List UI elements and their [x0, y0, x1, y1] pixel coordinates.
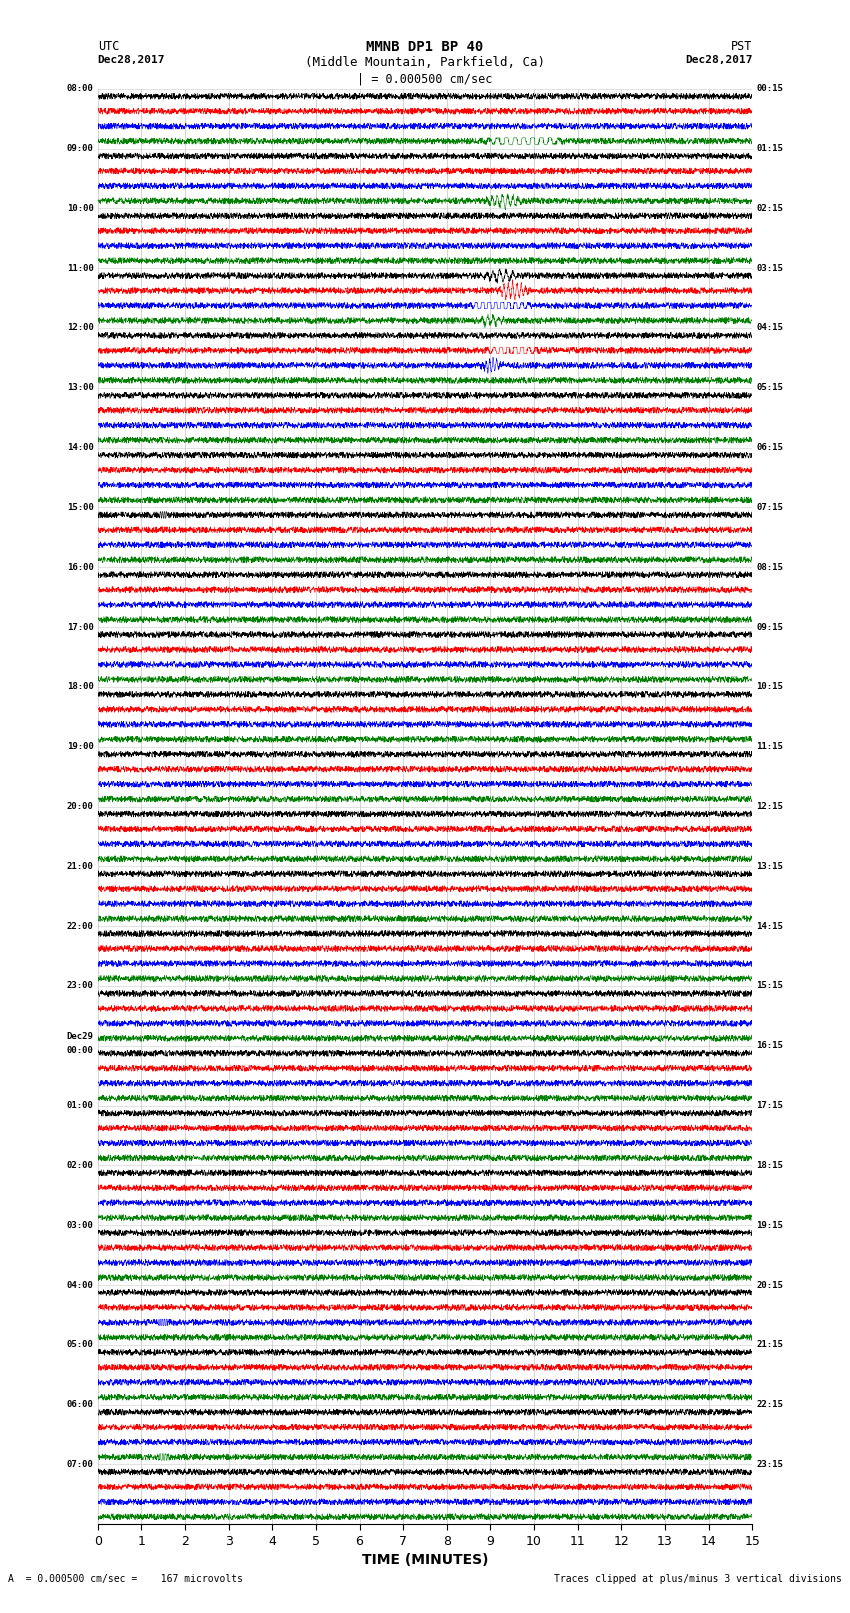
Text: 00:00: 00:00: [66, 1045, 94, 1055]
Text: 05:15: 05:15: [756, 384, 784, 392]
Text: 09:15: 09:15: [756, 623, 784, 632]
Text: 18:00: 18:00: [66, 682, 94, 692]
Text: 05:00: 05:00: [66, 1340, 94, 1350]
Text: 14:15: 14:15: [756, 921, 784, 931]
Text: 11:00: 11:00: [66, 263, 94, 273]
Text: | = 0.000500 cm/sec: | = 0.000500 cm/sec: [357, 73, 493, 85]
Text: 04:00: 04:00: [66, 1281, 94, 1289]
Text: 23:00: 23:00: [66, 981, 94, 990]
Text: (Middle Mountain, Parkfield, Ca): (Middle Mountain, Parkfield, Ca): [305, 56, 545, 69]
Text: 16:00: 16:00: [66, 563, 94, 571]
Text: 08:15: 08:15: [756, 563, 784, 571]
Text: 06:00: 06:00: [66, 1400, 94, 1410]
Text: Dec28,2017: Dec28,2017: [685, 55, 752, 65]
Text: 13:15: 13:15: [756, 861, 784, 871]
Text: 14:00: 14:00: [66, 444, 94, 452]
Text: 17:15: 17:15: [756, 1102, 784, 1110]
Text: 02:15: 02:15: [756, 203, 784, 213]
Text: Dec29: Dec29: [66, 1032, 94, 1040]
Text: 20:15: 20:15: [756, 1281, 784, 1289]
Text: 17:00: 17:00: [66, 623, 94, 632]
Text: 16:15: 16:15: [756, 1042, 784, 1050]
Text: 15:00: 15:00: [66, 503, 94, 511]
Text: 15:15: 15:15: [756, 981, 784, 990]
Text: 04:15: 04:15: [756, 324, 784, 332]
X-axis label: TIME (MINUTES): TIME (MINUTES): [362, 1553, 488, 1568]
Text: PST: PST: [731, 40, 752, 53]
Text: 21:15: 21:15: [756, 1340, 784, 1350]
Text: 18:15: 18:15: [756, 1161, 784, 1169]
Text: A  = 0.000500 cm/sec =    167 microvolts: A = 0.000500 cm/sec = 167 microvolts: [8, 1574, 243, 1584]
Text: 19:15: 19:15: [756, 1221, 784, 1229]
Text: 09:00: 09:00: [66, 144, 94, 153]
Text: 08:00: 08:00: [66, 84, 94, 94]
Text: Traces clipped at plus/minus 3 vertical divisions: Traces clipped at plus/minus 3 vertical …: [553, 1574, 842, 1584]
Text: 12:15: 12:15: [756, 802, 784, 811]
Text: 21:00: 21:00: [66, 861, 94, 871]
Text: UTC: UTC: [98, 40, 119, 53]
Text: 03:15: 03:15: [756, 263, 784, 273]
Text: MMNB DP1 BP 40: MMNB DP1 BP 40: [366, 40, 484, 55]
Text: 23:15: 23:15: [756, 1460, 784, 1469]
Text: 10:15: 10:15: [756, 682, 784, 692]
Text: 02:00: 02:00: [66, 1161, 94, 1169]
Text: 00:15: 00:15: [756, 84, 784, 94]
Text: 22:00: 22:00: [66, 921, 94, 931]
Text: 07:15: 07:15: [756, 503, 784, 511]
Text: 22:15: 22:15: [756, 1400, 784, 1410]
Text: 01:15: 01:15: [756, 144, 784, 153]
Text: 06:15: 06:15: [756, 444, 784, 452]
Text: Dec28,2017: Dec28,2017: [98, 55, 165, 65]
Text: 07:00: 07:00: [66, 1460, 94, 1469]
Text: 10:00: 10:00: [66, 203, 94, 213]
Text: 11:15: 11:15: [756, 742, 784, 752]
Text: 03:00: 03:00: [66, 1221, 94, 1229]
Text: 19:00: 19:00: [66, 742, 94, 752]
Text: 01:00: 01:00: [66, 1102, 94, 1110]
Text: 12:00: 12:00: [66, 324, 94, 332]
Text: 20:00: 20:00: [66, 802, 94, 811]
Text: 13:00: 13:00: [66, 384, 94, 392]
